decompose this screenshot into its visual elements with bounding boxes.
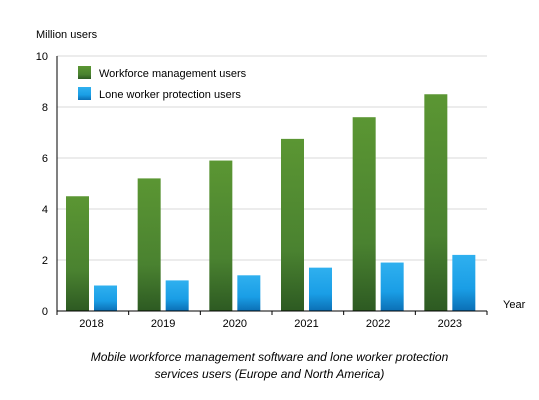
x-tick-label: 2023 [438, 318, 462, 330]
x-tick-label: 2020 [223, 318, 247, 330]
chart: 0 2 4 6 8 10 2018 2019 2020 2021 2022 2023 Million u… [36, 29, 526, 330]
x-tick-label: 2021 [294, 318, 318, 330]
axes [56, 56, 488, 315]
bar-2021-series-1 [281, 138, 304, 311]
y-tick-label: 4 [42, 204, 48, 216]
bar-2022-series-2 [380, 262, 404, 311]
x-tick-label: 2022 [366, 318, 390, 330]
chart-caption: Mobile workforce management software and… [40, 349, 499, 383]
caption-line-1: Mobile workforce management software and… [90, 350, 449, 364]
legend-label-series-1: Workforce management users [99, 68, 247, 80]
labels: 0 2 4 6 8 10 2018 2019 2020 2021 2022 2023 Million u… [36, 29, 526, 330]
bar-2020-series-2 [237, 275, 261, 311]
legend-swatch-series-2 [78, 87, 91, 100]
y-tick-label: 2 [42, 255, 48, 267]
bars [66, 94, 476, 311]
legend-label-series-2: Lone worker protection users [99, 89, 241, 101]
bar-2022-series-1 [352, 117, 376, 311]
bar-2021-series-2 [309, 267, 332, 311]
y-axis-title: Million users [36, 29, 98, 41]
y-tick-label: 10 [36, 51, 48, 63]
bar-2019-series-1 [137, 178, 161, 311]
legend-swatch-series-1 [78, 66, 91, 79]
bar-2018-series-1 [66, 196, 89, 311]
grid [57, 55, 487, 261]
y-tick-label: 6 [42, 153, 48, 165]
bar-2020-series-1 [209, 160, 233, 311]
y-tick-label: 0 [42, 306, 48, 318]
bar-2019-series-2 [165, 280, 189, 311]
x-axis-title: Year [503, 299, 526, 311]
y-tick-label: 8 [42, 102, 48, 114]
bar-2023-series-1 [424, 94, 448, 311]
bar-2018-series-2 [94, 285, 117, 311]
bar-2023-series-2 [452, 254, 476, 311]
x-tick-label: 2018 [79, 318, 103, 330]
x-tick-label: 2019 [151, 318, 175, 330]
legend: Workforce management users Lone worker pr… [78, 66, 247, 101]
caption-line-2: services users (Europe and North America… [154, 367, 385, 381]
